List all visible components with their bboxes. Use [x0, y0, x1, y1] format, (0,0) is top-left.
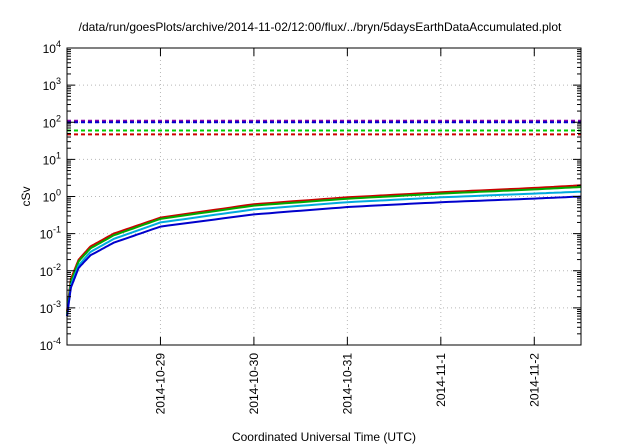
y-tick-label: 10-1 — [40, 225, 61, 242]
series-line-2 — [66, 186, 582, 314]
y-tick-label: 102 — [43, 113, 61, 130]
series-line-4 — [66, 195, 582, 317]
chart-title: /data/run/goesPlots/archive/2014-11-02/1… — [78, 20, 562, 34]
x-axis-label: Coordinated Universal Time (UTC) — [232, 430, 416, 444]
y-axis-label: cSv — [19, 186, 33, 206]
x-tick-label: 2014-11-2 — [527, 353, 541, 407]
x-tick-label: 2014-10-31 — [340, 353, 354, 415]
y-tick-label: 103 — [43, 76, 61, 93]
ticks: 10-4 10-3 10-2 10-1 100 101 102 103 104 2014-10-2… — [40, 39, 581, 414]
x-tick-label: 2014-10-30 — [247, 353, 261, 415]
y-tick-label: 104 — [43, 39, 61, 56]
x-tick-label: 2014-11-1 — [434, 353, 448, 407]
series-group — [66, 119, 582, 317]
x-tick-label: 2014-10-29 — [153, 353, 167, 415]
y-tick-label: 10-2 — [40, 262, 61, 279]
y-tick-label: 10-3 — [40, 299, 61, 316]
grid — [67, 48, 581, 345]
y-tick-label: 100 — [43, 188, 61, 205]
y-tick-label: 101 — [43, 150, 61, 167]
y-tick-label: 10-4 — [40, 336, 61, 353]
series-line-3 — [66, 190, 582, 317]
